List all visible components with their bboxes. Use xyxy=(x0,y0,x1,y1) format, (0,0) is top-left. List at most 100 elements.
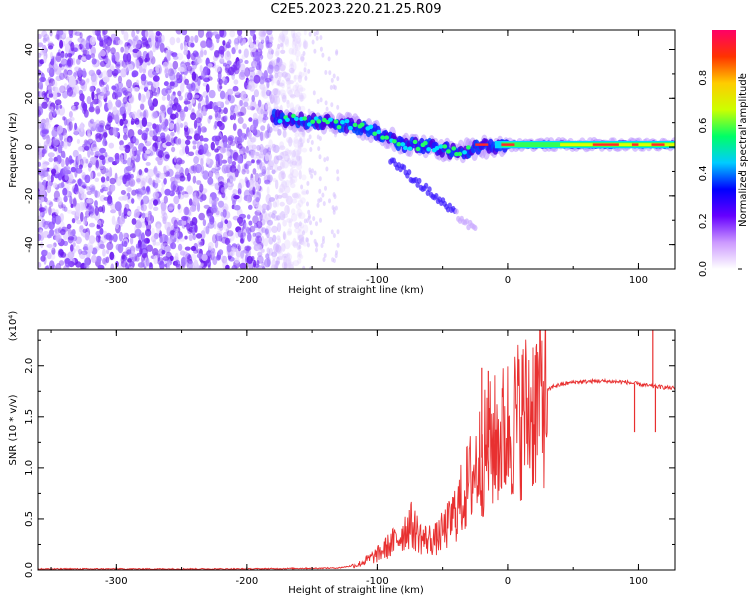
noise-speck xyxy=(99,147,106,154)
noise-speck xyxy=(201,70,206,80)
noise-speck xyxy=(281,243,286,252)
noise-speck xyxy=(285,179,290,188)
noise-speck xyxy=(270,36,274,41)
noise-speck xyxy=(217,70,222,80)
noise-speck xyxy=(99,155,105,161)
noise-speck xyxy=(179,250,186,256)
noise-speck xyxy=(286,258,291,268)
noise-speck xyxy=(272,88,279,96)
noise-speck xyxy=(249,225,256,233)
noise-speck xyxy=(43,55,47,64)
noise-speck xyxy=(127,210,132,216)
noise-speck xyxy=(97,240,104,249)
noise-speck xyxy=(85,54,92,60)
noise-speck xyxy=(176,117,182,126)
noise-speck xyxy=(233,195,240,200)
noise-speck xyxy=(47,152,55,158)
noise-speck xyxy=(95,135,102,143)
noise-speck xyxy=(47,41,54,46)
noise-speck xyxy=(125,102,131,111)
noise-speck xyxy=(256,244,263,252)
noise-speck xyxy=(184,62,191,67)
noise-speck xyxy=(51,128,58,138)
noise-speck xyxy=(110,209,117,214)
noise-speck xyxy=(205,83,210,93)
noise-speck xyxy=(291,168,299,179)
noise-speck xyxy=(59,213,64,222)
noise-speck xyxy=(116,176,122,187)
noise-speck xyxy=(88,120,94,128)
noise-speck xyxy=(268,47,273,55)
noise-speck xyxy=(65,157,70,167)
noise-speck xyxy=(160,113,166,122)
noise-speck xyxy=(226,50,230,58)
noise-speck xyxy=(113,72,118,78)
noise-speck xyxy=(295,82,299,91)
noise-speck xyxy=(291,150,297,158)
noise-speck xyxy=(161,249,166,255)
noise-speck xyxy=(104,180,110,191)
noise-speck xyxy=(123,89,129,96)
snr-x-label: Height of straight line (km) xyxy=(288,585,424,596)
noise-speck xyxy=(208,170,214,178)
noise-speck xyxy=(240,69,245,78)
noise-speck xyxy=(224,99,230,105)
noise-speck xyxy=(107,156,114,163)
noise-speck xyxy=(38,207,46,213)
noise-speck xyxy=(230,105,236,113)
noise-speck xyxy=(166,226,172,237)
noise-speck xyxy=(180,42,184,51)
noise-speck xyxy=(282,231,286,240)
noise-speck xyxy=(49,260,55,269)
noise-speck xyxy=(161,206,166,217)
noise-speck xyxy=(41,101,48,109)
noise-speck xyxy=(129,260,135,269)
signal-core xyxy=(462,150,467,155)
noise-speck xyxy=(233,90,240,95)
noise-speck xyxy=(51,126,58,131)
noise-speck xyxy=(162,61,169,69)
noise-speck xyxy=(173,123,177,133)
noise-speck xyxy=(214,120,218,129)
noise-speck xyxy=(151,227,155,237)
noise-speck xyxy=(264,179,271,185)
noise-speck xyxy=(299,239,302,244)
noise-speck xyxy=(236,111,243,117)
noise-speck xyxy=(279,33,286,42)
noise-speck xyxy=(275,106,281,111)
noise-speck xyxy=(177,243,183,251)
spectrogram-marks xyxy=(38,30,675,269)
noise-speck xyxy=(261,165,267,175)
noise-speck xyxy=(152,248,159,256)
noise-speck xyxy=(202,219,207,227)
noise-speck xyxy=(200,171,204,177)
noise-speck xyxy=(151,35,155,46)
noise-speck xyxy=(64,173,69,181)
noise-speck xyxy=(276,155,283,161)
noise-speck xyxy=(305,189,309,195)
noise-speck xyxy=(193,133,201,141)
noise-speck xyxy=(114,201,122,212)
noise-speck xyxy=(48,100,53,110)
noise-speck xyxy=(264,78,272,83)
noise-speck xyxy=(253,89,259,98)
noise-speck xyxy=(129,46,133,53)
noise-speck xyxy=(145,122,153,127)
spectrogram-frame xyxy=(37,29,676,270)
noise-speck xyxy=(39,210,45,218)
noise-speck xyxy=(151,111,158,120)
noise-speck xyxy=(254,129,261,138)
y-tick-label: 0.5 xyxy=(24,511,35,527)
noise-speck xyxy=(94,206,99,216)
noise-speck xyxy=(315,35,319,41)
noise-speck xyxy=(122,96,128,105)
noise-speck xyxy=(120,46,125,53)
noise-speck xyxy=(85,36,90,46)
noise-speck xyxy=(142,110,147,119)
noise-speck xyxy=(39,59,45,65)
noise-speck xyxy=(107,101,114,111)
noise-speck xyxy=(296,258,302,264)
noise-speck xyxy=(184,130,189,138)
noise-speck xyxy=(142,253,147,259)
noise-speck xyxy=(266,186,270,195)
